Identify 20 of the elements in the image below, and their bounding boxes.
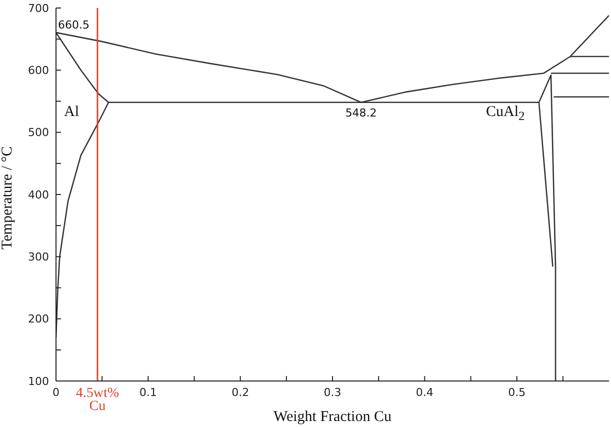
y-tick-label: 700 xyxy=(28,2,49,15)
y-axis-title: Temperature / °C xyxy=(0,146,16,250)
ref-line-label: 4.5wt% Cu xyxy=(76,386,120,414)
y-tick-label: 600 xyxy=(28,64,49,78)
annotation: Al xyxy=(64,104,79,121)
annotation: 660.5 xyxy=(58,18,90,32)
annotation: CuAl$_{2}$ xyxy=(486,104,525,125)
y-tick-label: 500 xyxy=(28,126,49,140)
x-tick-label: 0.5 xyxy=(508,386,526,399)
y-tick-label: 200 xyxy=(28,312,49,326)
x-axis-title: Weight Fraction Cu xyxy=(274,409,392,425)
x-tick-label: 0.1 xyxy=(139,386,157,399)
x-tick-label: 0 xyxy=(52,386,60,399)
y-tick-label: 100 xyxy=(28,374,49,388)
y-tick-label: 400 xyxy=(28,188,49,202)
x-tick-label: 0.4 xyxy=(416,386,434,399)
x-tick-label: 0.3 xyxy=(324,386,342,399)
y-tick-label: 300 xyxy=(28,250,49,264)
annotation: 548.2 xyxy=(345,106,377,120)
x-tick-label: 0.2 xyxy=(232,386,250,399)
